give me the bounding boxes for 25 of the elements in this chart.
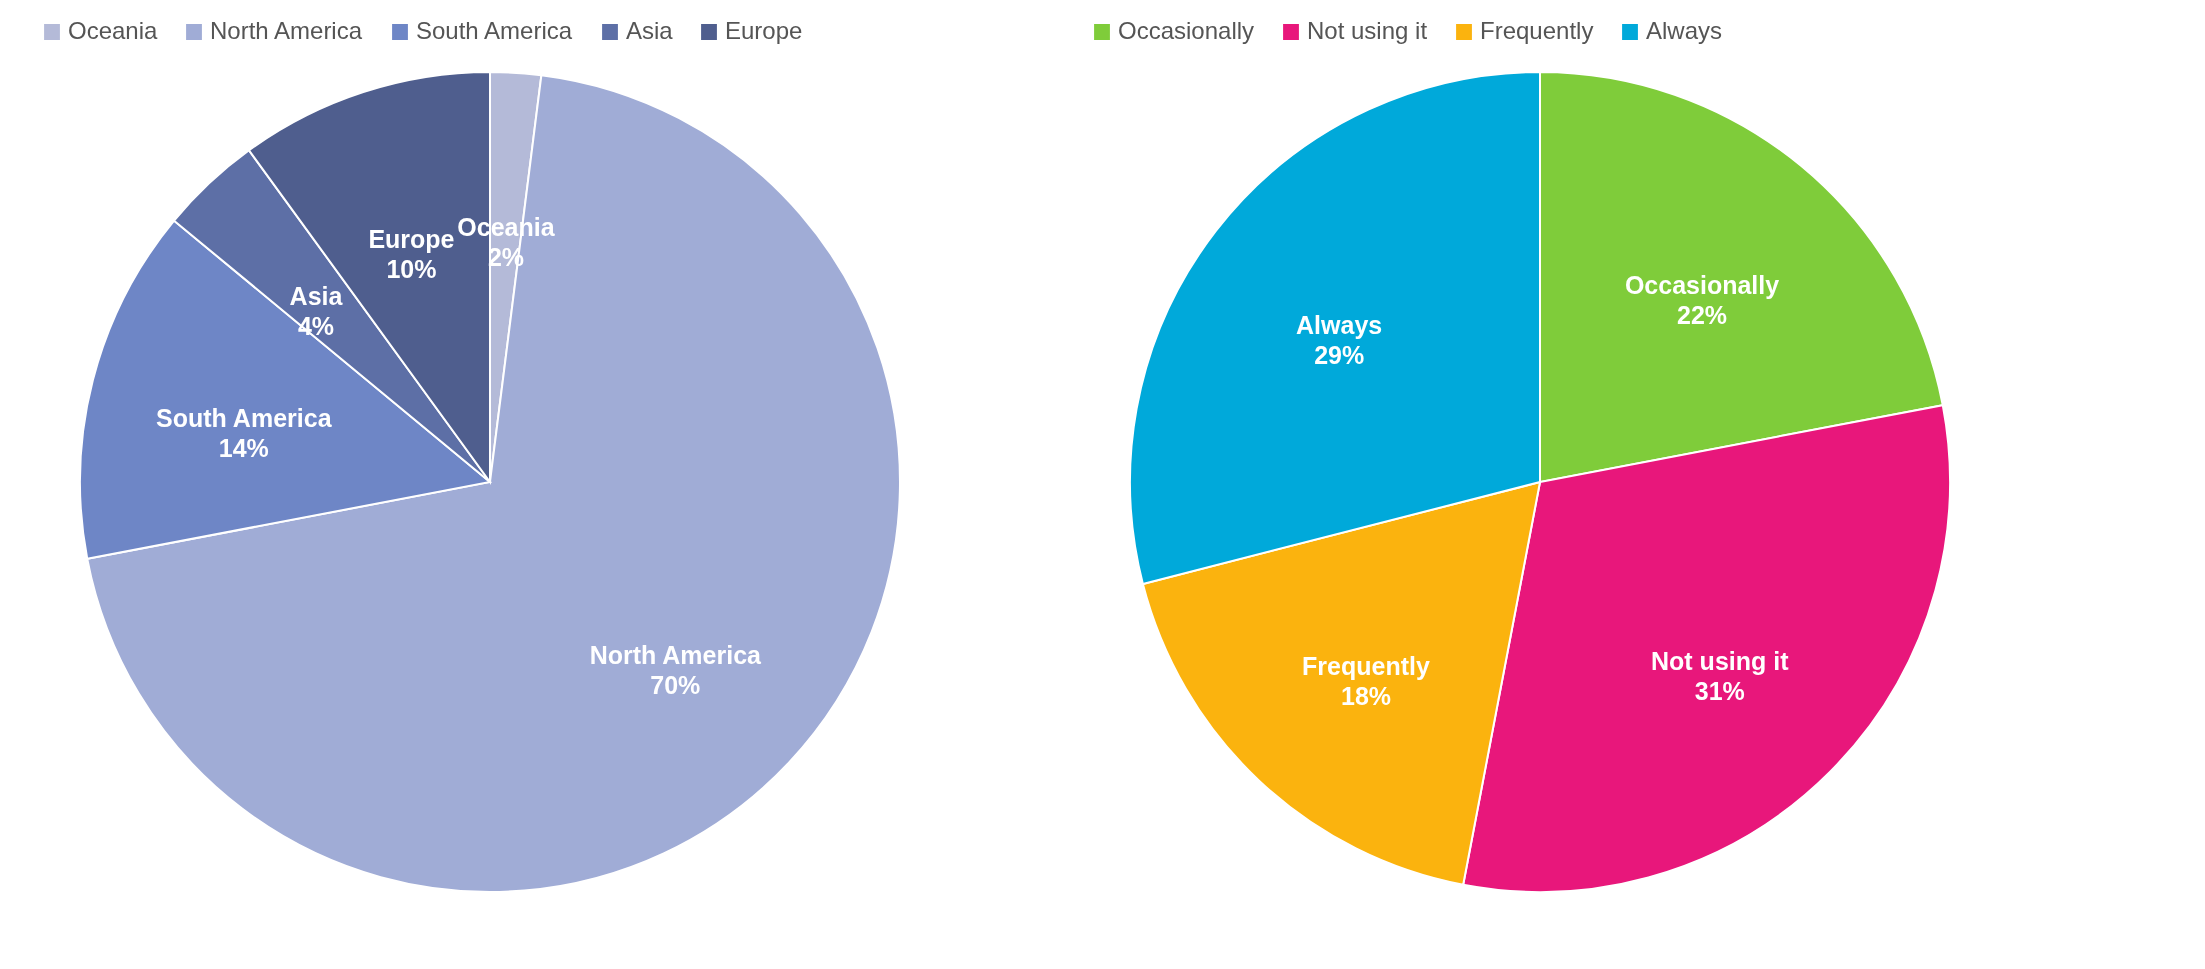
legend-label: Always	[1646, 17, 1723, 44]
data-label: 18%	[1340, 682, 1392, 711]
legend-label: Europe	[725, 17, 803, 44]
data-label: 31%	[1694, 676, 1745, 705]
legend-label: Frequently	[1480, 17, 1594, 44]
legend-label: South America	[416, 17, 573, 44]
data-label: 29%	[1314, 341, 1365, 370]
slice-label: Not using it	[1651, 646, 1790, 675]
legend-label: Oceania	[68, 17, 159, 44]
data-label: 22%	[1677, 301, 1728, 330]
data-label: 70%	[650, 671, 701, 700]
legend-label: North America	[210, 17, 363, 44]
slice-label: North America	[589, 641, 763, 670]
slice-label: South America	[156, 403, 333, 432]
data-label: 4%	[297, 311, 335, 340]
slice-label: Frequently	[1302, 652, 1430, 681]
slice-label: Asia	[289, 281, 344, 310]
data-label: 10%	[386, 255, 437, 284]
slice-label: Europe	[368, 225, 455, 254]
legend-label: Occasionally	[1118, 17, 1255, 44]
slice-label: Always	[1296, 311, 1383, 340]
legend-label: Not using it	[1307, 17, 1428, 44]
legend-label: Asia	[626, 17, 674, 44]
slice-label: Occasionally	[1624, 271, 1780, 300]
data-label: 14%	[218, 433, 269, 462]
